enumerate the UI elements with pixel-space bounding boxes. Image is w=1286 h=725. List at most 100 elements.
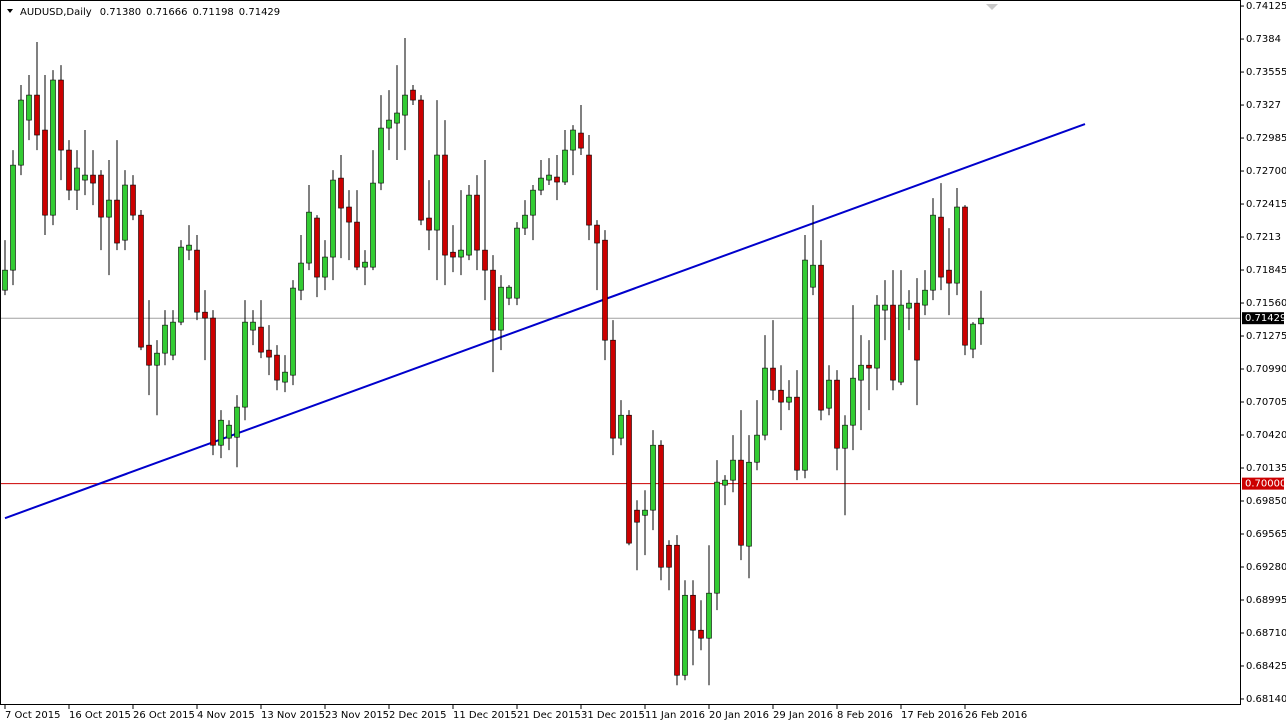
candle-body — [162, 324, 168, 354]
candle-body — [106, 199, 112, 218]
candle-body — [818, 264, 824, 411]
candle-body — [786, 396, 792, 403]
candle-body — [66, 149, 72, 191]
header-value: 0.71198 — [192, 7, 233, 18]
candle-body — [794, 396, 800, 471]
candle-body — [370, 182, 376, 268]
y-tick-label: 0.68710 — [1246, 628, 1286, 639]
candle-body — [802, 259, 808, 471]
y-tick-label: 0.70990 — [1246, 364, 1286, 375]
menu-arrow[interactable] — [7, 9, 13, 13]
candle-body — [690, 594, 696, 631]
candle-body — [882, 304, 888, 311]
candle-body — [234, 406, 240, 438]
candle-body — [906, 302, 912, 309]
x-tick-label: 21 Dec 2015 — [517, 710, 581, 721]
level-label-box — [1242, 312, 1284, 325]
candle-body — [442, 154, 448, 256]
candle-body — [722, 479, 728, 486]
candle-body — [890, 304, 896, 381]
candle-body — [778, 389, 784, 403]
y-tick-label: 0.68425 — [1246, 661, 1286, 672]
candle-body — [674, 544, 680, 676]
x-tick-label: 8 Feb 2016 — [837, 710, 893, 721]
candle-body — [666, 544, 672, 568]
candle-body — [754, 434, 760, 463]
y-tick-label: 0.71275 — [1246, 331, 1286, 342]
candle-body — [258, 326, 264, 353]
candle-body — [274, 354, 280, 381]
candle-body — [578, 132, 584, 149]
candle-body — [978, 317, 984, 325]
candle-body — [354, 221, 360, 268]
candle-body — [418, 99, 424, 221]
candle-body — [298, 262, 304, 291]
candle-body — [138, 214, 144, 348]
candle-body — [914, 302, 920, 361]
candle-body — [2, 269, 8, 291]
x-tick-label: 4 Nov 2015 — [197, 710, 255, 721]
candle-body — [538, 177, 544, 191]
candle-body — [850, 377, 856, 426]
candle-body — [834, 379, 840, 449]
candle-body — [610, 339, 616, 439]
header-value: 0.71666 — [146, 7, 187, 18]
candle-body — [618, 414, 624, 439]
y-tick-label: 0.72700 — [1246, 166, 1286, 177]
y-tick-label: 0.70705 — [1246, 397, 1286, 408]
candle-body — [114, 199, 120, 244]
candle-body — [466, 194, 472, 256]
y-tick-label: 0.71560 — [1246, 298, 1286, 309]
candle-body — [866, 364, 872, 369]
x-tick-label: 31 Dec 2015 — [581, 710, 645, 721]
candle-body — [178, 246, 184, 323]
y-tick-label: 0.7213 — [1246, 232, 1281, 243]
candle-body — [642, 509, 648, 516]
candle-body — [74, 167, 80, 191]
candle-body — [122, 184, 128, 241]
candle-body — [810, 264, 816, 288]
candle-body — [898, 304, 904, 383]
candle-body — [858, 364, 864, 381]
candle-body — [210, 317, 216, 446]
candle-body — [194, 249, 200, 313]
candle-body — [346, 206, 352, 223]
candle-body — [746, 461, 752, 547]
candle-body — [706, 592, 712, 639]
candle-body — [338, 177, 344, 209]
candle-body — [434, 154, 440, 231]
candle-body — [226, 424, 232, 439]
candle-body — [530, 189, 536, 216]
candle-body — [506, 286, 512, 299]
candle-body — [522, 214, 528, 229]
candle-body — [362, 261, 368, 268]
candle-body — [658, 444, 664, 568]
x-tick-label: 17 Feb 2016 — [901, 710, 963, 721]
candle-body — [570, 129, 576, 151]
candle-body — [842, 424, 848, 449]
candle-body — [490, 269, 496, 331]
candle-body — [586, 154, 592, 226]
candle-body — [602, 239, 608, 341]
x-tick-label: 20 Jan 2016 — [709, 710, 769, 721]
candle-body — [650, 444, 656, 511]
header-value: 0.71429 — [239, 7, 280, 18]
trendline — [4, 123, 1086, 520]
candle-body — [250, 321, 256, 331]
y-tick-label: 0.69850 — [1246, 496, 1286, 507]
shift-marker — [986, 4, 998, 10]
candle-body — [594, 224, 600, 244]
level-label: 0.70000 — [1245, 479, 1286, 490]
candle-body — [682, 594, 688, 676]
candle-body — [98, 174, 104, 218]
candle-body — [962, 206, 968, 346]
candle-body — [170, 321, 176, 356]
candle-body — [50, 79, 56, 216]
candle-body — [554, 176, 560, 183]
y-tick-label: 0.7327 — [1246, 100, 1281, 111]
candle-body — [322, 256, 328, 278]
candle-body — [634, 509, 640, 523]
candle-body — [202, 311, 208, 319]
y-tick-label: 0.70420 — [1246, 430, 1286, 441]
